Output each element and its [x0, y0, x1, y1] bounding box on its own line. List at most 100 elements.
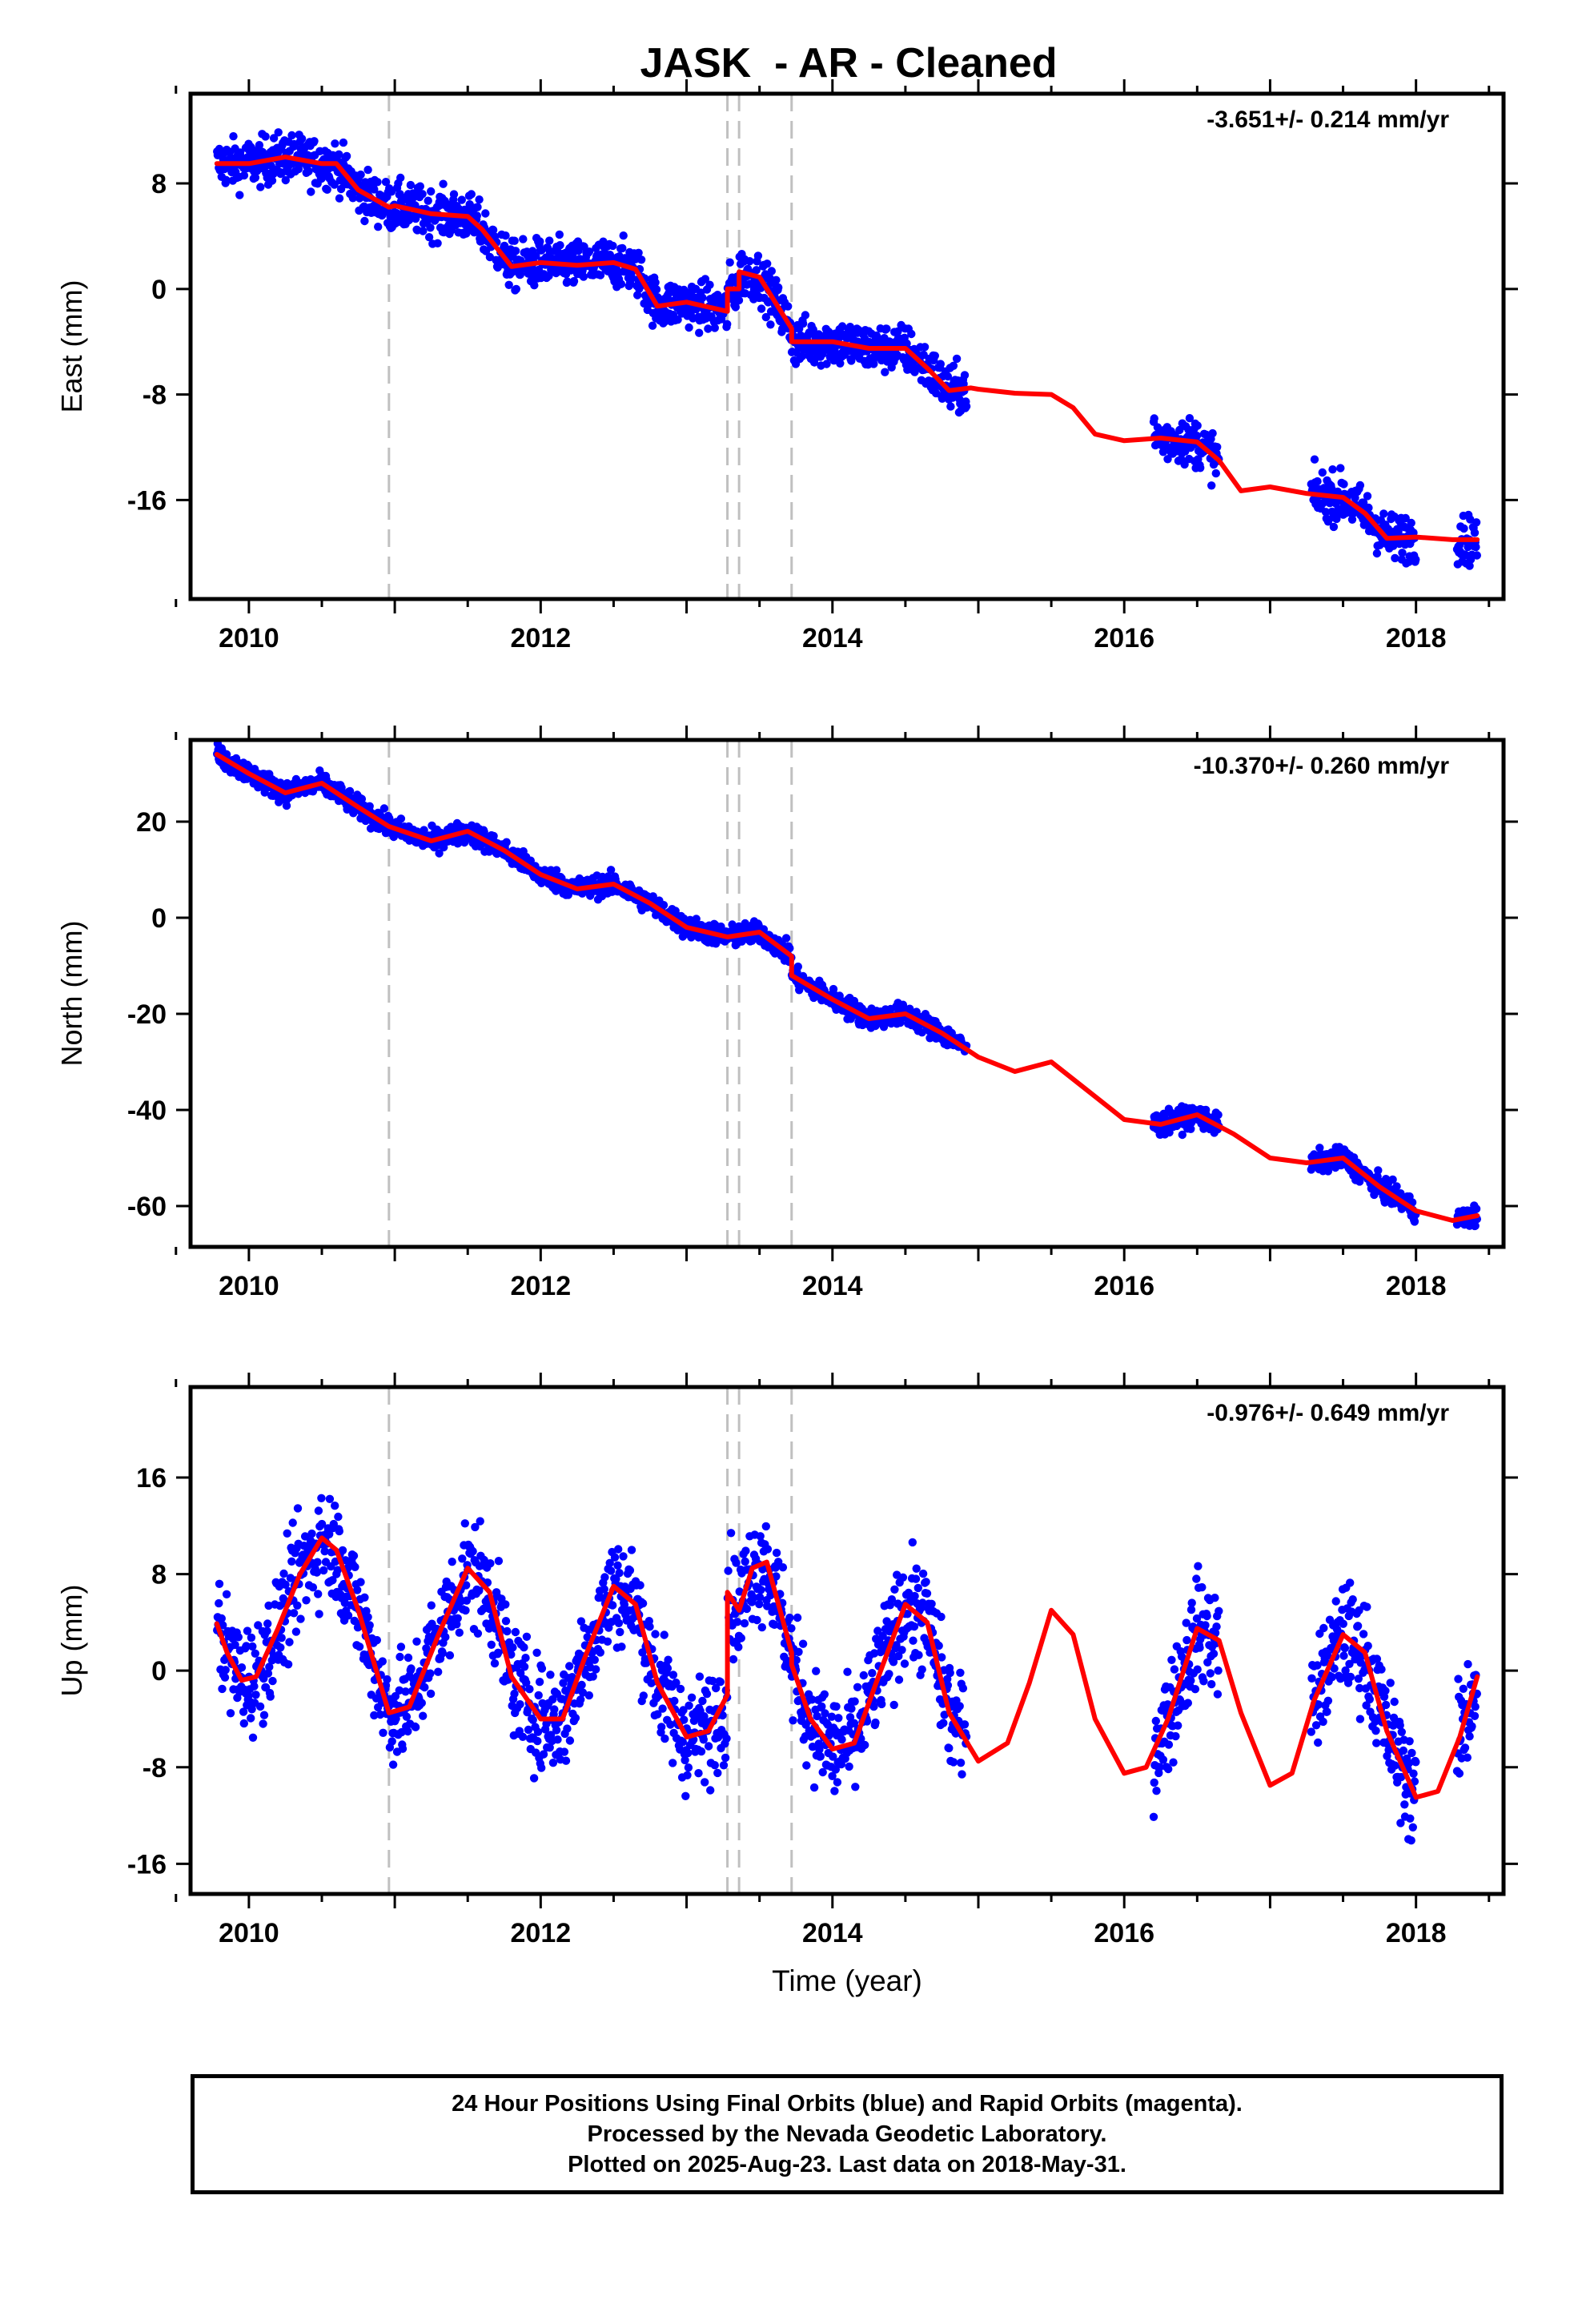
east-data-point	[648, 321, 657, 330]
up-data-point	[1323, 1707, 1331, 1716]
east-data-point	[713, 291, 722, 300]
east-data-point	[723, 320, 732, 328]
east-data-point	[1364, 503, 1373, 513]
up-data-point	[940, 1711, 949, 1719]
east-data-point	[1185, 414, 1195, 423]
up-data-point	[264, 1601, 273, 1610]
east-data-point	[822, 360, 831, 368]
up-data-point	[1323, 1651, 1332, 1660]
up-data-point	[560, 1747, 569, 1756]
up-data-point	[255, 1702, 265, 1711]
up-data-point	[885, 1670, 893, 1679]
up-data-point	[445, 1651, 455, 1660]
up-data-point	[958, 1770, 966, 1779]
up-data-point	[561, 1756, 571, 1765]
up-data-point	[1194, 1562, 1203, 1570]
up-data-point	[319, 1566, 328, 1575]
up-data-point	[660, 1630, 669, 1639]
up-data-point	[882, 1617, 891, 1626]
up-data-point	[1193, 1665, 1202, 1674]
up-data-point	[617, 1642, 626, 1651]
up-data-point	[859, 1671, 869, 1680]
up-data-point	[325, 1494, 335, 1504]
east-data-point	[616, 279, 626, 288]
north-data-point	[552, 866, 561, 875]
east-data-point	[545, 236, 554, 245]
up-data-point	[894, 1651, 903, 1661]
north-data-point	[1214, 1110, 1223, 1120]
up-data-point	[808, 1743, 817, 1751]
up-data-point	[608, 1601, 617, 1610]
up-data-point	[387, 1737, 396, 1746]
east-data-point	[532, 251, 540, 260]
figure-title: JASK - AR - Cleaned	[640, 40, 1057, 86]
up-data-point	[943, 1675, 952, 1683]
up-data-point	[808, 1695, 817, 1704]
up-data-point	[1313, 1661, 1322, 1670]
up-data-point	[239, 1707, 248, 1716]
up-data-point	[1330, 1664, 1339, 1673]
up-data-point	[828, 1771, 837, 1780]
up-data-point	[782, 1656, 791, 1665]
east-data-point	[330, 180, 339, 189]
up-data-point	[869, 1649, 879, 1658]
up-data-point	[275, 1601, 284, 1610]
up-data-point	[215, 1579, 224, 1589]
up-data-point	[834, 1714, 843, 1723]
up-data-point	[757, 1586, 765, 1594]
up-data-point	[1207, 1679, 1216, 1689]
east-data-point	[1321, 508, 1331, 517]
up-data-point	[521, 1654, 530, 1663]
east-data-point	[235, 191, 244, 199]
north-data-point	[1410, 1217, 1419, 1226]
up-data-point	[943, 1681, 953, 1690]
up-data-point	[1319, 1717, 1327, 1727]
up-data-point	[956, 1759, 966, 1767]
east-data-point	[1207, 481, 1216, 490]
east-data-point	[519, 235, 528, 243]
up-data-point	[338, 1546, 347, 1555]
north-data-point	[1396, 1189, 1405, 1198]
east-data-point	[763, 259, 772, 268]
east-data-point	[1472, 518, 1481, 527]
east-data-point	[774, 283, 783, 292]
up-data-point	[724, 1566, 733, 1575]
up-data-point	[687, 1693, 697, 1702]
east-data-point	[1411, 555, 1420, 564]
up-data-point	[663, 1664, 673, 1673]
up-data-point	[653, 1710, 662, 1719]
east-data-point	[745, 257, 754, 266]
up-data-point	[958, 1684, 968, 1693]
up-data-point	[251, 1649, 259, 1658]
east-data-point	[959, 380, 968, 388]
north-y-tick-label: -20	[127, 999, 167, 1030]
east-data-point	[472, 211, 481, 220]
up-data-point	[419, 1711, 428, 1720]
up-data-point	[722, 1734, 731, 1743]
up-data-point	[461, 1606, 470, 1615]
east-data-point	[1394, 527, 1403, 537]
east-data-point	[882, 324, 891, 333]
up-data-point	[279, 1569, 288, 1578]
east-data-point	[433, 239, 442, 247]
up-data-point	[693, 1713, 702, 1722]
east-data-point	[1391, 553, 1399, 563]
up-data-point	[307, 1529, 316, 1538]
up-data-point	[683, 1771, 692, 1779]
east-data-point	[710, 324, 719, 332]
north-x-tick-label: 2016	[1094, 1271, 1154, 1301]
up-data-point	[606, 1566, 616, 1575]
up-data-point	[395, 1686, 404, 1695]
east-data-point	[419, 227, 428, 235]
up-data-point	[792, 1655, 801, 1665]
up-data-point	[487, 1640, 496, 1649]
up-data-point	[600, 1573, 609, 1582]
east-data-point	[1401, 513, 1410, 523]
east-data-point	[580, 242, 588, 251]
up-data-point	[938, 1653, 946, 1662]
east-data-point	[845, 323, 855, 332]
up-data-point	[396, 1652, 404, 1662]
up-data-point	[749, 1593, 758, 1602]
up-data-point	[1201, 1621, 1210, 1630]
up-data-point	[592, 1665, 600, 1674]
